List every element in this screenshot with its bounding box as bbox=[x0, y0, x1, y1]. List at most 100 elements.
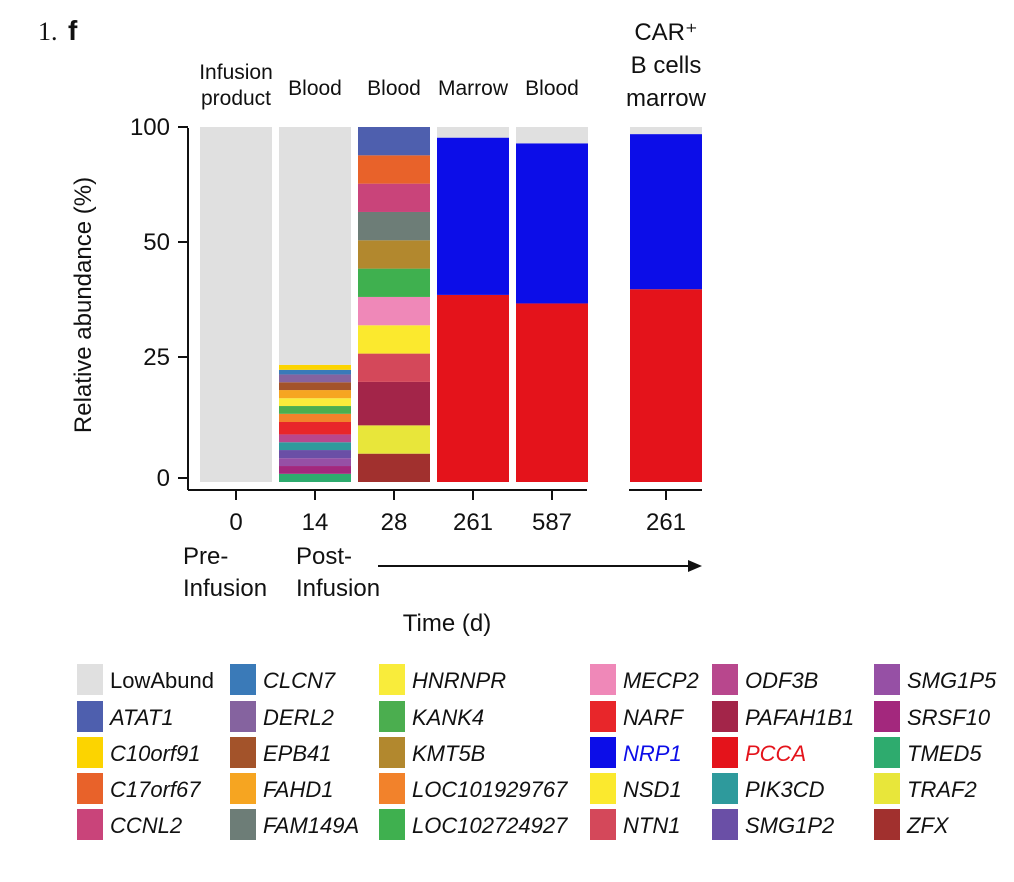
bar-segment-lowabund bbox=[200, 127, 272, 482]
bar-segment-ntn1 bbox=[358, 353, 430, 382]
legend-label-loc102724927: LOC102724927 bbox=[412, 813, 568, 838]
legend-swatch-clcn7 bbox=[230, 664, 256, 695]
legend-label-odf3b: ODF3B bbox=[745, 668, 818, 693]
legend-label-nsd1: NSD1 bbox=[623, 777, 682, 802]
sample-label: Blood bbox=[288, 77, 342, 100]
legend-label-smg1p2: SMG1P2 bbox=[745, 813, 834, 838]
bar-segment-loc102724927 bbox=[358, 268, 430, 297]
legend-swatch-smg1p5 bbox=[874, 664, 900, 695]
legend-label-clcn7: CLCN7 bbox=[263, 668, 336, 693]
bar-segment-nsd1 bbox=[358, 325, 430, 354]
x-tick-label: 0 bbox=[229, 509, 242, 536]
bar-segment-clcn7 bbox=[279, 369, 351, 375]
sample-label: Infusion bbox=[199, 61, 273, 84]
bar-segment-lowabund bbox=[279, 127, 351, 365]
legend-swatch-smg1p2 bbox=[712, 809, 738, 840]
y-tick-label: 100 bbox=[130, 114, 170, 141]
legend-label-mecp2: MECP2 bbox=[623, 668, 699, 693]
legend-swatch-derl2 bbox=[230, 701, 256, 732]
legend-label-smg1p5: SMG1P5 bbox=[907, 668, 997, 693]
legend-swatch-loc102724927 bbox=[379, 809, 405, 840]
sample-label: product bbox=[201, 87, 271, 110]
sample-label: marrow bbox=[626, 85, 707, 112]
bar-segment-pafah1b1 bbox=[358, 381, 430, 426]
pre-infusion-line2: Infusion bbox=[183, 575, 267, 602]
legend-swatch-hnrnpr bbox=[379, 664, 405, 695]
bar-segment-c10orf91 bbox=[279, 364, 351, 370]
x-tick-label: 14 bbox=[302, 509, 329, 536]
bar-segment-tmed5 bbox=[279, 473, 351, 482]
pre-infusion-line1: Pre- bbox=[183, 543, 228, 570]
bar-segment-smg1p5 bbox=[279, 458, 351, 467]
bar-segment-pcca bbox=[437, 294, 509, 482]
legend-label-ccnl2: CCNL2 bbox=[110, 813, 182, 838]
bar-segment-srsf10 bbox=[279, 466, 351, 474]
y-ticks: 0 25 50 100 bbox=[130, 114, 188, 492]
legend: LowAbund ATAT1 C10orf91 C17orf67 CCNL2 CLCN7 D… bbox=[77, 664, 997, 840]
bar-segment-loc101929767 bbox=[279, 413, 351, 423]
bars bbox=[200, 127, 702, 482]
legend-label-c17orf67: C17orf67 bbox=[110, 777, 201, 802]
bar-segment-nrp1 bbox=[630, 134, 702, 290]
legend-label-srsf10: SRSF10 bbox=[907, 705, 991, 730]
x-tick-label: 28 bbox=[381, 509, 408, 536]
sample-label: Blood bbox=[525, 77, 579, 100]
legend-label-derl2: DERL2 bbox=[263, 705, 334, 730]
bar-segment-lowabund bbox=[516, 127, 588, 144]
bar-segment-odf3b bbox=[279, 434, 351, 443]
post-infusion-line1: Post- bbox=[296, 543, 352, 570]
legend-swatch-mecp2 bbox=[590, 664, 616, 695]
bar-segment-mecp2 bbox=[358, 296, 430, 326]
legend-label-ntn1: NTN1 bbox=[623, 813, 680, 838]
legend-swatch-kank4 bbox=[379, 701, 405, 732]
bar-segment-pcca bbox=[630, 289, 702, 482]
legend-label-kank4: KANK4 bbox=[412, 705, 484, 730]
x-tick-label: 587 bbox=[532, 509, 572, 536]
legend-label-pafah1b1: PAFAH1B1 bbox=[745, 705, 854, 730]
bar-segment-smg1p2 bbox=[279, 450, 351, 459]
bar-segment-pcca bbox=[516, 303, 588, 482]
legend-swatch-ccnl2 bbox=[77, 809, 103, 840]
legend-swatch-kmt5b bbox=[379, 737, 405, 768]
legend-swatch-atat1 bbox=[77, 701, 103, 732]
y-axis-title: Relative abundance (%) bbox=[70, 177, 97, 433]
legend-swatch-zfx bbox=[874, 809, 900, 840]
panel-letter: f bbox=[68, 15, 78, 46]
sample-headers: Infusion product Blood Blood Marrow Blood CAR⁺… bbox=[199, 19, 706, 112]
x-axis-title: Time (d) bbox=[403, 610, 491, 637]
legend-label-tmed5: TMED5 bbox=[907, 741, 982, 766]
legend-swatch-fam149a bbox=[230, 809, 256, 840]
x-ticks: 0 14 28 261 587 261 bbox=[229, 490, 686, 536]
bar-segment-lowabund bbox=[630, 127, 702, 135]
sample-label: B cells bbox=[631, 52, 702, 79]
x-tick-label: 261 bbox=[453, 509, 493, 536]
bar-segment-lowabund bbox=[437, 127, 509, 138]
legend-label-narf: NARF bbox=[623, 705, 684, 730]
legend-label-zfx: ZFX bbox=[906, 813, 950, 838]
y-tick-label: 25 bbox=[143, 344, 170, 371]
bar-segment-fam149a bbox=[358, 211, 430, 241]
post-infusion-line2: Infusion bbox=[296, 575, 380, 602]
bar-segment-zfx bbox=[358, 453, 430, 482]
legend-label-atat1: ATAT1 bbox=[108, 705, 174, 730]
legend-swatch-epb41 bbox=[230, 737, 256, 768]
legend-label-lowabund: LowAbund bbox=[110, 668, 214, 693]
bar-segment-nrp1 bbox=[437, 137, 509, 295]
bar-segment-nrp1 bbox=[516, 143, 588, 304]
legend-label-fam149a: FAM149A bbox=[263, 813, 359, 838]
legend-label-c10orf91: C10orf91 bbox=[110, 741, 201, 766]
legend-label-traf2: TRAF2 bbox=[907, 777, 977, 802]
sample-label: CAR⁺ bbox=[634, 19, 697, 46]
legend-label-hnrnpr: HNRNPR bbox=[412, 668, 506, 693]
bar-segment-c17orf67 bbox=[358, 155, 430, 184]
bar-segment-narf bbox=[279, 422, 351, 435]
legend-label-kmt5b: KMT5B bbox=[412, 741, 485, 766]
legend-label-loc101929767: LOC101929767 bbox=[412, 777, 568, 802]
legend-swatch-c17orf67 bbox=[77, 773, 103, 804]
legend-swatch-pcca bbox=[712, 737, 738, 768]
sample-label: Blood bbox=[367, 77, 421, 100]
legend-label-epb41: EPB41 bbox=[263, 741, 332, 766]
bar-segment-epb41 bbox=[279, 382, 351, 391]
bar-segment-ccnl2 bbox=[358, 183, 430, 212]
